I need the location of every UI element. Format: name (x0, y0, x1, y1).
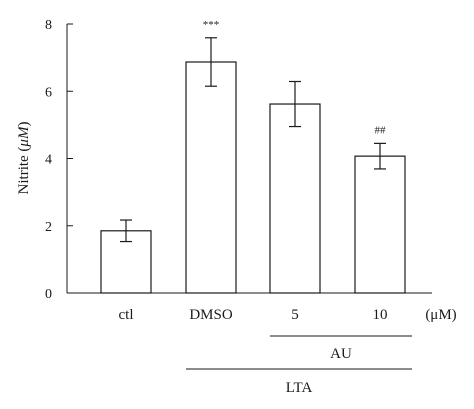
y-tick-label: 2 (45, 220, 52, 235)
error-bars (120, 37, 386, 243)
x-tick-label: ctl (119, 307, 134, 323)
y-axis-title: Nitrite (μM) (16, 122, 32, 195)
group-label-au: AU (330, 346, 352, 362)
category-labels: ctl DMSO 5 10 (119, 307, 388, 323)
bars (100, 61, 406, 294)
group-brackets: AU LTA (186, 335, 412, 396)
significance-mark: ## (375, 124, 387, 136)
bar-5 (269, 103, 321, 294)
y-axis: 0 2 4 6 8 (45, 18, 73, 302)
bar-10 (354, 155, 406, 294)
y-tick-label: 6 (45, 85, 52, 100)
group-label-lta: LTA (286, 380, 313, 396)
x-tick-label: DMSO (189, 307, 233, 323)
bar-DMSO (185, 61, 237, 294)
y-tick-label: 4 (45, 153, 52, 168)
x-tick-label: 10 (373, 307, 388, 323)
y-tick-label: 8 (45, 18, 52, 33)
significance-mark: *** (203, 19, 220, 31)
x-tick-label: 5 (291, 307, 299, 323)
significance-annotations: *** ## (203, 19, 386, 137)
x-unit-label: (μM) (425, 307, 456, 323)
y-tick-label: 0 (45, 287, 52, 302)
